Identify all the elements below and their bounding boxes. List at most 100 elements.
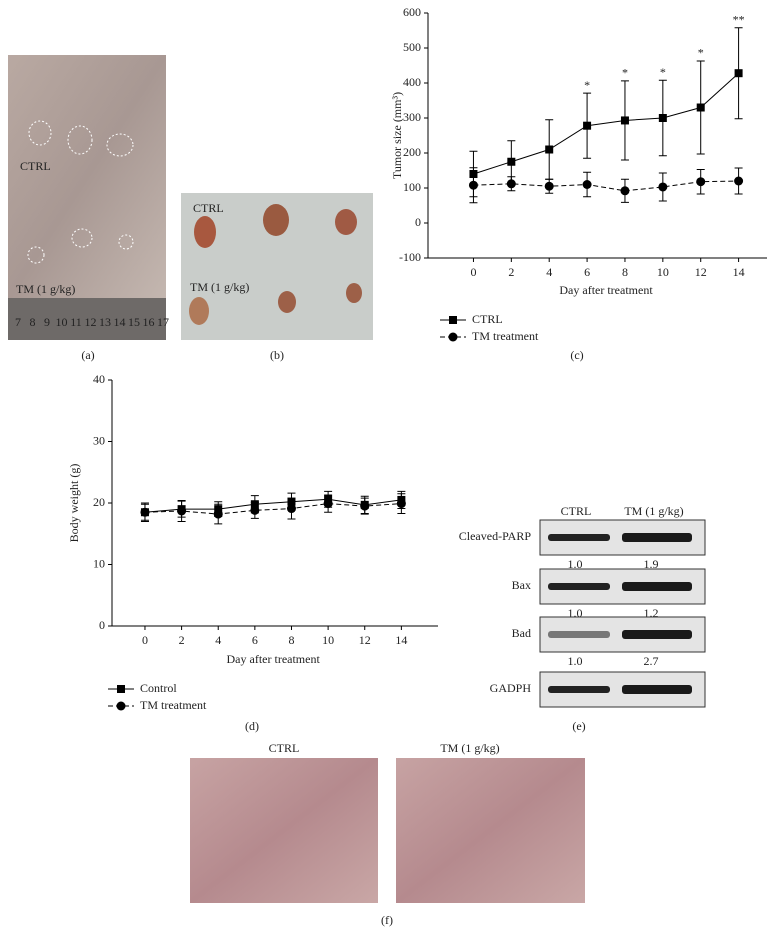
significance: ** bbox=[733, 12, 745, 26]
x-tick-label: 10 bbox=[322, 633, 334, 647]
x-tick-label: 0 bbox=[470, 265, 476, 279]
tumor bbox=[189, 297, 209, 325]
panel-label: (d) bbox=[245, 719, 259, 733]
band bbox=[548, 583, 610, 590]
y-tick-label: 0 bbox=[99, 618, 105, 632]
marker bbox=[177, 506, 187, 516]
row-label: Bax bbox=[512, 578, 531, 592]
marker bbox=[545, 145, 554, 154]
ruler-number: 13 bbox=[99, 315, 111, 329]
x-tick-label: 14 bbox=[395, 633, 407, 647]
marker bbox=[696, 177, 706, 187]
band bbox=[622, 685, 692, 694]
tumor-outline bbox=[28, 120, 52, 146]
ratio: 1.2 bbox=[644, 606, 659, 620]
x-tick-label: 12 bbox=[695, 265, 707, 279]
y-tick-label: 600 bbox=[403, 5, 421, 19]
band bbox=[622, 630, 692, 639]
x-tick-label: 2 bbox=[508, 265, 514, 279]
y-tick-label: 100 bbox=[403, 180, 421, 194]
photo-label: TM (1 g/kg) bbox=[16, 282, 75, 296]
panel-label: (b) bbox=[270, 348, 284, 362]
x-tick-label: 12 bbox=[359, 633, 371, 647]
panel-label: (a) bbox=[81, 348, 94, 362]
ruler-number: 9 bbox=[44, 315, 50, 329]
marker bbox=[734, 176, 744, 186]
image-label: CTRL bbox=[269, 741, 300, 755]
panel-label: (c) bbox=[570, 348, 583, 362]
marker bbox=[140, 507, 150, 517]
significance: * bbox=[698, 46, 704, 60]
x-tick-label: 6 bbox=[584, 265, 590, 279]
legend-label: TM treatment bbox=[472, 329, 539, 343]
tumor bbox=[335, 209, 357, 235]
marker bbox=[544, 181, 554, 191]
tumor bbox=[278, 291, 296, 313]
y-tick-label: 300 bbox=[403, 110, 421, 124]
x-tick-label: 8 bbox=[622, 265, 628, 279]
ruler-number: 7 bbox=[15, 315, 21, 329]
x-tick-label: 10 bbox=[657, 265, 669, 279]
tumor-outline bbox=[118, 234, 134, 250]
legend-marker bbox=[116, 701, 126, 711]
x-tick-label: 8 bbox=[288, 633, 294, 647]
significance: * bbox=[622, 66, 628, 80]
ratio: 1.0 bbox=[568, 654, 583, 668]
marker bbox=[582, 180, 592, 189]
column-label: CTRL bbox=[561, 504, 592, 518]
ruler-number: 8 bbox=[30, 315, 36, 329]
ruler-number: 14 bbox=[114, 315, 126, 329]
series-line bbox=[144, 498, 402, 513]
panel-label: (e) bbox=[572, 719, 585, 733]
band bbox=[548, 631, 610, 638]
ratio: 1.9 bbox=[644, 557, 659, 571]
histology-image bbox=[190, 758, 378, 903]
legend-marker bbox=[449, 316, 457, 324]
x-tick-label: 6 bbox=[252, 633, 258, 647]
row-label: Bad bbox=[512, 626, 531, 640]
image-label: TM (1 g/kg) bbox=[440, 741, 499, 755]
y-tick-label: 30 bbox=[93, 433, 105, 447]
band bbox=[622, 533, 692, 542]
marker bbox=[658, 114, 667, 122]
ruler-number: 17 bbox=[157, 315, 169, 329]
legend-marker bbox=[117, 685, 125, 693]
y-tick-label: 400 bbox=[403, 75, 421, 89]
marker bbox=[507, 157, 516, 166]
tumor-outline bbox=[71, 228, 93, 248]
marker bbox=[620, 186, 630, 196]
y-tick-label: 0 bbox=[415, 215, 421, 229]
marker bbox=[213, 509, 223, 519]
tumor bbox=[346, 283, 362, 303]
y-axis-label: Tumor size (mm³) bbox=[390, 92, 404, 179]
y-tick-label: 40 bbox=[93, 372, 105, 386]
y-tick-label: 200 bbox=[403, 145, 421, 159]
series-line bbox=[144, 503, 402, 515]
ruler-number: 11 bbox=[70, 315, 82, 329]
x-tick-label: 2 bbox=[179, 633, 185, 647]
legend-marker bbox=[448, 332, 458, 342]
y-axis-label: Body weight (g) bbox=[67, 464, 81, 543]
marker bbox=[286, 504, 296, 514]
y-tick-label: -100 bbox=[399, 250, 421, 264]
y-tick-label: 500 bbox=[403, 40, 421, 54]
y-tick-label: 20 bbox=[93, 495, 105, 509]
marker bbox=[583, 121, 592, 130]
marker bbox=[360, 501, 370, 511]
legend-label: TM treatment bbox=[140, 698, 207, 712]
significance: * bbox=[584, 78, 590, 92]
photo-label: CTRL bbox=[193, 201, 224, 215]
y-tick-label: 10 bbox=[93, 556, 105, 570]
legend-label: Control bbox=[140, 681, 177, 695]
series-line bbox=[473, 72, 739, 175]
x-tick-label: 0 bbox=[142, 633, 148, 647]
tumor-outline bbox=[106, 133, 134, 157]
marker bbox=[658, 182, 668, 192]
marker bbox=[250, 505, 260, 515]
marker bbox=[396, 499, 406, 509]
legend-label: CTRL bbox=[472, 312, 503, 326]
x-tick-label: 14 bbox=[733, 265, 745, 279]
ruler-number: 16 bbox=[143, 315, 155, 329]
tumor-outline bbox=[27, 246, 45, 264]
